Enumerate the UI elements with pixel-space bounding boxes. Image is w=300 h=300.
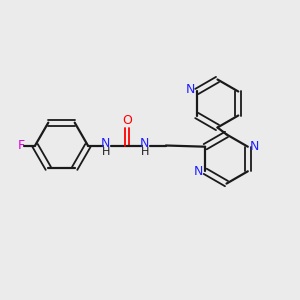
Text: N: N bbox=[140, 136, 150, 150]
Text: H: H bbox=[102, 147, 110, 157]
Text: H: H bbox=[141, 147, 149, 157]
Text: N: N bbox=[194, 165, 203, 178]
Text: F: F bbox=[17, 139, 25, 152]
Text: O: O bbox=[122, 114, 132, 128]
Text: N: N bbox=[185, 83, 195, 97]
Text: N: N bbox=[101, 136, 111, 150]
Text: N: N bbox=[250, 140, 259, 153]
